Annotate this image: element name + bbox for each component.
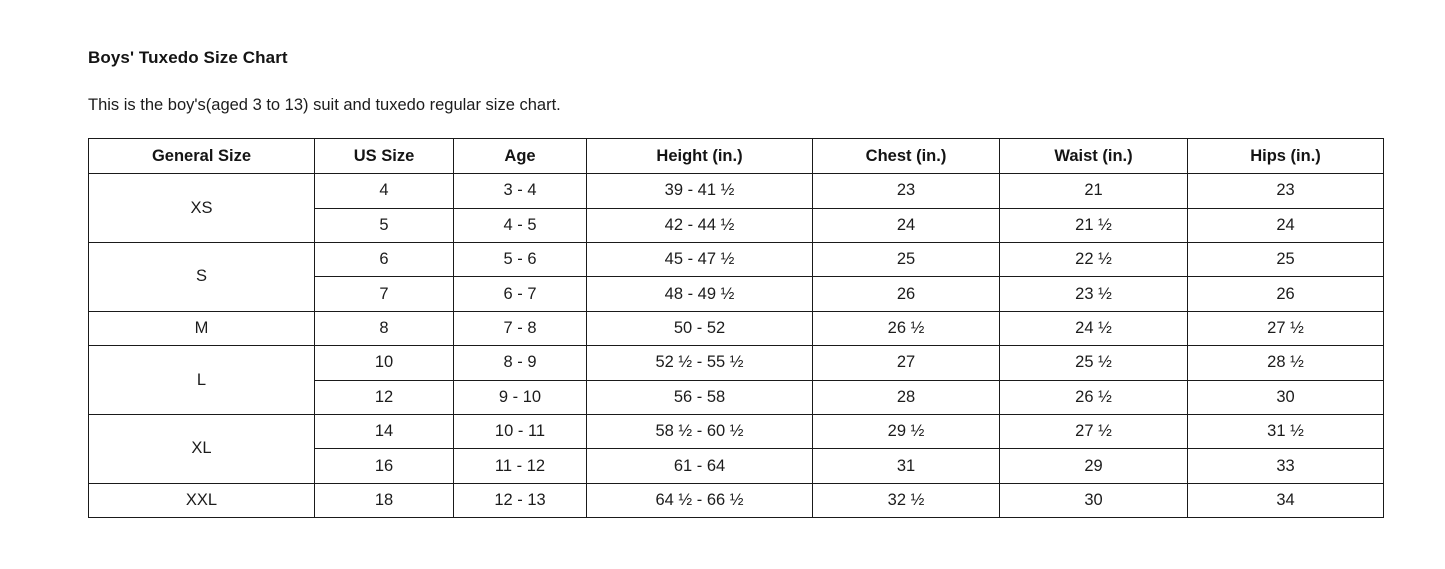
cell-age: 4 - 5: [453, 207, 587, 243]
cell-chest: 28: [812, 379, 1000, 415]
cell-chest: 25: [812, 241, 1000, 278]
cell-height: 64 ½ - 66 ½: [586, 482, 813, 519]
column-header-chest: Chest (in.): [812, 138, 1000, 175]
cell-age: 9 - 10: [453, 379, 587, 415]
cell-height: 58 ½ - 60 ½: [586, 413, 813, 450]
cell-age: 11 - 12: [453, 448, 587, 484]
cell-us-size: 7: [314, 276, 454, 312]
cell-us-size: 5: [314, 207, 454, 243]
cell-height: 45 - 47 ½: [586, 241, 813, 278]
cell-hips: 34: [1187, 482, 1384, 519]
cell-general-size: XXL: [88, 482, 315, 519]
cell-age: 10 - 11: [453, 413, 587, 450]
cell-height: 50 - 52: [586, 310, 813, 347]
cell-us-size: 10: [314, 345, 454, 381]
cell-height: 48 - 49 ½: [586, 276, 813, 312]
table-header-row: General Size US Size Age Height (in.) Ch…: [88, 138, 1384, 175]
table-row: L 10 8 - 9 52 ½ - 55 ½ 27 25 ½ 28 ½: [88, 345, 1384, 415]
cell-hips: 33: [1187, 448, 1384, 484]
page-container: Boys' Tuxedo Size Chart This is the boy'…: [88, 48, 1384, 519]
cell-general-size: XS: [88, 173, 315, 243]
cell-age: 3 - 4: [453, 173, 587, 209]
cell-waist: 26 ½: [999, 379, 1188, 415]
cell-hips: 24: [1187, 207, 1384, 243]
column-header-general-size: General Size: [88, 138, 315, 175]
cell-waist: 25 ½: [999, 345, 1188, 381]
table-row: 12 9 - 10 56 - 58 28 26 ½ 30: [89, 379, 1384, 415]
cell-age: 12 - 13: [453, 482, 587, 519]
cell-general-size: L: [88, 345, 315, 415]
cell-us-size: 14: [314, 413, 454, 450]
column-header-waist: Waist (in.): [999, 138, 1188, 175]
table-row: XXL 18 12 - 13 64 ½ - 66 ½ 32 ½ 30 34: [88, 482, 1384, 519]
cell-chest: 24: [812, 207, 1000, 243]
cell-height: 42 - 44 ½: [586, 207, 813, 243]
table-body: XS 4 3 - 4 39 - 41 ½ 23 21 23 5 4 - 5 42 - 44 ½ 24…: [88, 173, 1384, 519]
cell-waist: 21 ½: [999, 207, 1188, 243]
cell-us-size: 6: [314, 241, 454, 278]
cell-hips: 31 ½: [1187, 413, 1384, 450]
size-chart-table: General Size US Size Age Height (in.) Ch…: [88, 138, 1384, 519]
cell-height: 56 - 58: [586, 379, 813, 415]
cell-chest: 23: [812, 173, 1000, 209]
cell-waist: 23 ½: [999, 276, 1188, 312]
table-row: XS 4 3 - 4 39 - 41 ½ 23 21 23: [88, 173, 1384, 243]
cell-chest: 27: [812, 345, 1000, 381]
cell-general-size: S: [88, 241, 315, 312]
cell-waist: 29: [999, 448, 1188, 484]
cell-waist: 22 ½: [999, 241, 1188, 278]
cell-general-size: XL: [88, 413, 315, 484]
cell-us-size: 16: [314, 448, 454, 484]
cell-age: 5 - 6: [453, 241, 587, 278]
page-title: Boys' Tuxedo Size Chart: [88, 48, 288, 67]
table-header: General Size US Size Age Height (in.) Ch…: [88, 138, 1384, 175]
cell-us-size: 8: [314, 310, 454, 347]
cell-waist: 21: [999, 173, 1188, 209]
table-row: XL 14 10 - 11 58 ½ - 60 ½ 29 ½ 27 ½ 31 ½: [88, 413, 1384, 484]
cell-us-size: 4: [314, 173, 454, 209]
cell-height: 52 ½ - 55 ½: [586, 345, 813, 381]
cell-general-size: M: [88, 310, 315, 347]
cell-hips: 28 ½: [1187, 345, 1384, 381]
cell-height: 39 - 41 ½: [586, 173, 813, 209]
cell-waist: 24 ½: [999, 310, 1188, 347]
cell-chest: 32 ½: [812, 482, 1000, 519]
cell-us-size: 12: [314, 379, 454, 415]
cell-chest: 26 ½: [812, 310, 1000, 347]
cell-height: 61 - 64: [586, 448, 813, 484]
cell-age: 8 - 9: [453, 345, 587, 381]
cell-hips: 30: [1187, 379, 1384, 415]
cell-waist: 30: [999, 482, 1188, 519]
cell-hips: 25: [1187, 241, 1384, 278]
cell-age: 7 - 8: [453, 310, 587, 347]
cell-chest: 26: [812, 276, 1000, 312]
table-row: 16 11 - 12 61 - 64 31 29 33: [89, 448, 1384, 484]
column-header-us-size: US Size: [314, 138, 454, 175]
column-header-hips: Hips (in.): [1187, 138, 1384, 175]
column-header-age: Age: [453, 138, 587, 175]
cell-age: 6 - 7: [453, 276, 587, 312]
column-header-height: Height (in.): [586, 138, 813, 175]
cell-hips: 23: [1187, 173, 1384, 209]
cell-waist: 27 ½: [999, 413, 1188, 450]
cell-us-size: 18: [314, 482, 454, 519]
cell-hips: 26: [1187, 276, 1384, 312]
cell-chest: 29 ½: [812, 413, 1000, 450]
intro-paragraph: This is the boy's(aged 3 to 13) suit and…: [88, 96, 561, 115]
cell-chest: 31: [812, 448, 1000, 484]
cell-hips: 27 ½: [1187, 310, 1384, 347]
